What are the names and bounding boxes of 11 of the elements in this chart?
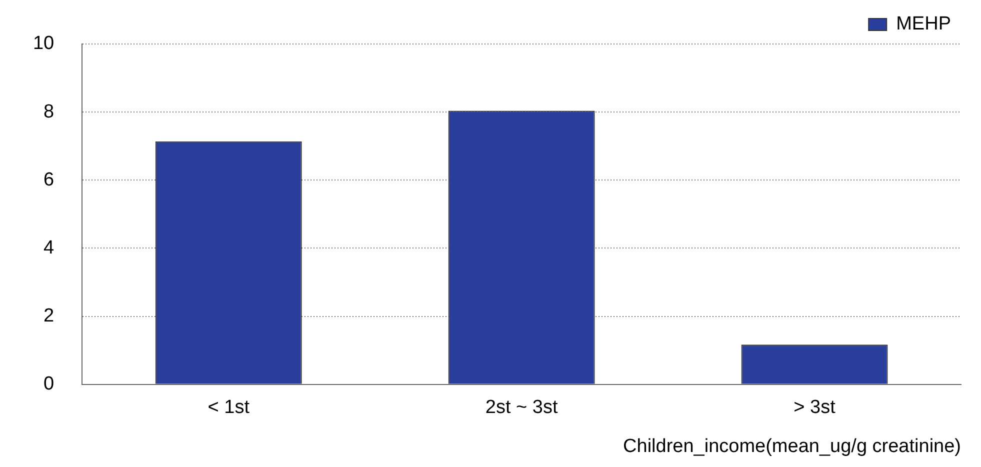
y-tick-label: 0 (44, 374, 54, 395)
y-tick-label: 2 (44, 306, 54, 327)
x-axis-title: Children_income(mean_ug/g creatinine) (623, 436, 961, 457)
x-tick-label: 2st ~ 3st (485, 397, 558, 418)
legend-label: MEHP (896, 14, 952, 35)
x-tick-label: < 1st (208, 397, 250, 418)
y-tick-label: 4 (44, 237, 55, 258)
y-tick-label: 10 (32, 33, 54, 54)
x-tick-label: > 3st (794, 397, 836, 418)
y-tick-label: 8 (44, 101, 54, 122)
y-tick-label: 6 (44, 169, 54, 190)
